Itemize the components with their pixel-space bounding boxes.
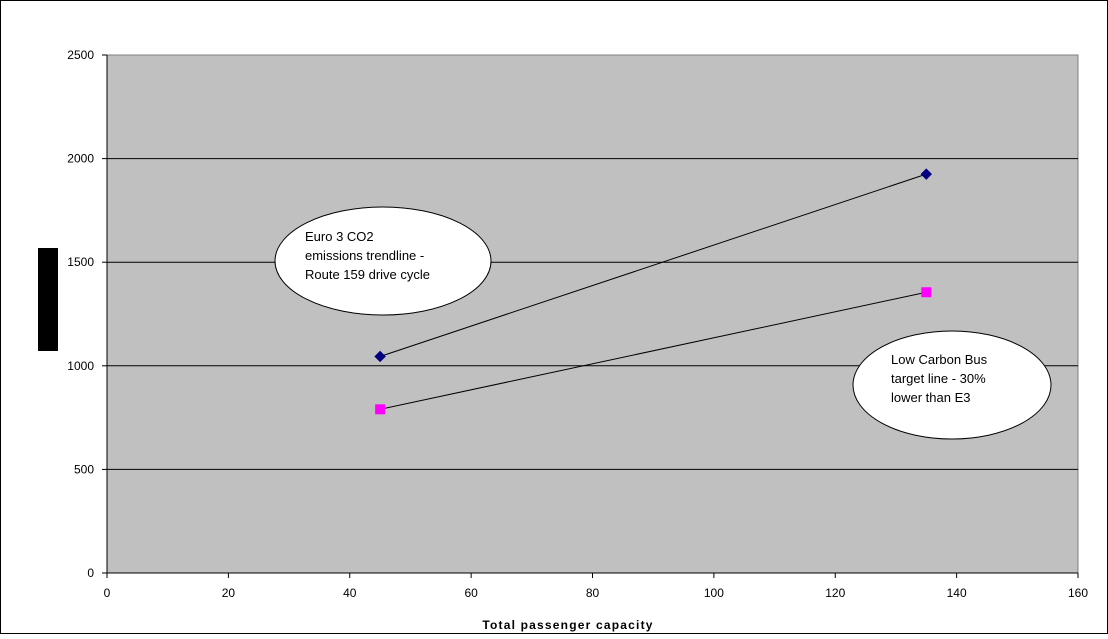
x-tick-label: 60	[464, 586, 478, 600]
square-marker	[921, 287, 932, 298]
annotation-ellipse	[852, 330, 1052, 440]
annotation-line: Euro 3 CO2	[305, 229, 374, 244]
annotation-line: Route 159 drive cycle	[305, 267, 430, 282]
annotation-text: Euro 3 CO2 emissions trendline - Route 159…	[305, 229, 430, 282]
series-lines	[379, 173, 927, 410]
y-tick-label: 2500	[67, 48, 94, 62]
annotation-ellipse	[274, 206, 492, 316]
y-tick-labels: 0 500 1000 1500 2000 2500	[67, 48, 94, 580]
plot-area	[106, 54, 1079, 574]
y-tick-label: 500	[74, 462, 94, 476]
x-tick-label: 100	[704, 586, 724, 600]
square-marker	[375, 404, 386, 415]
x-tick-labels: 0 20 40 60 80 100 120 140 160	[104, 586, 1089, 600]
x-tick-label: 160	[1068, 586, 1088, 600]
annotation-text: Low Carbon Bus target line - 30% lower tha…	[891, 352, 988, 405]
series-line-1	[379, 173, 927, 357]
annotation-line: Low Carbon Bus	[891, 352, 988, 367]
y-tick-label: 1000	[67, 359, 94, 373]
annotations: Euro 3 CO2 emissions trendline - Route 159…	[274, 206, 1052, 440]
series-markers	[374, 168, 932, 415]
y-axis-label-block	[38, 248, 58, 351]
x-tick-label: 20	[222, 586, 236, 600]
diamond-marker	[374, 350, 386, 363]
axes	[102, 54, 1079, 578]
x-axis-title: Total passenger capacity	[482, 618, 653, 632]
x-tick-label: 80	[586, 586, 600, 600]
y-tick-label: 2000	[67, 152, 94, 166]
x-tick-label: 40	[343, 586, 357, 600]
x-tick-label: 120	[825, 586, 845, 600]
x-tick-label: 140	[947, 586, 967, 600]
series-line-2	[379, 291, 927, 410]
y-tick-label: 1500	[67, 255, 94, 269]
annotation-line: target line - 30%	[891, 371, 986, 386]
y-tick-label: 0	[87, 566, 94, 580]
annotation-line: lower than E3	[891, 390, 971, 405]
diamond-marker	[920, 168, 932, 180]
annotation-line: emissions trendline -	[305, 248, 424, 263]
x-tick-label: 0	[104, 586, 111, 600]
